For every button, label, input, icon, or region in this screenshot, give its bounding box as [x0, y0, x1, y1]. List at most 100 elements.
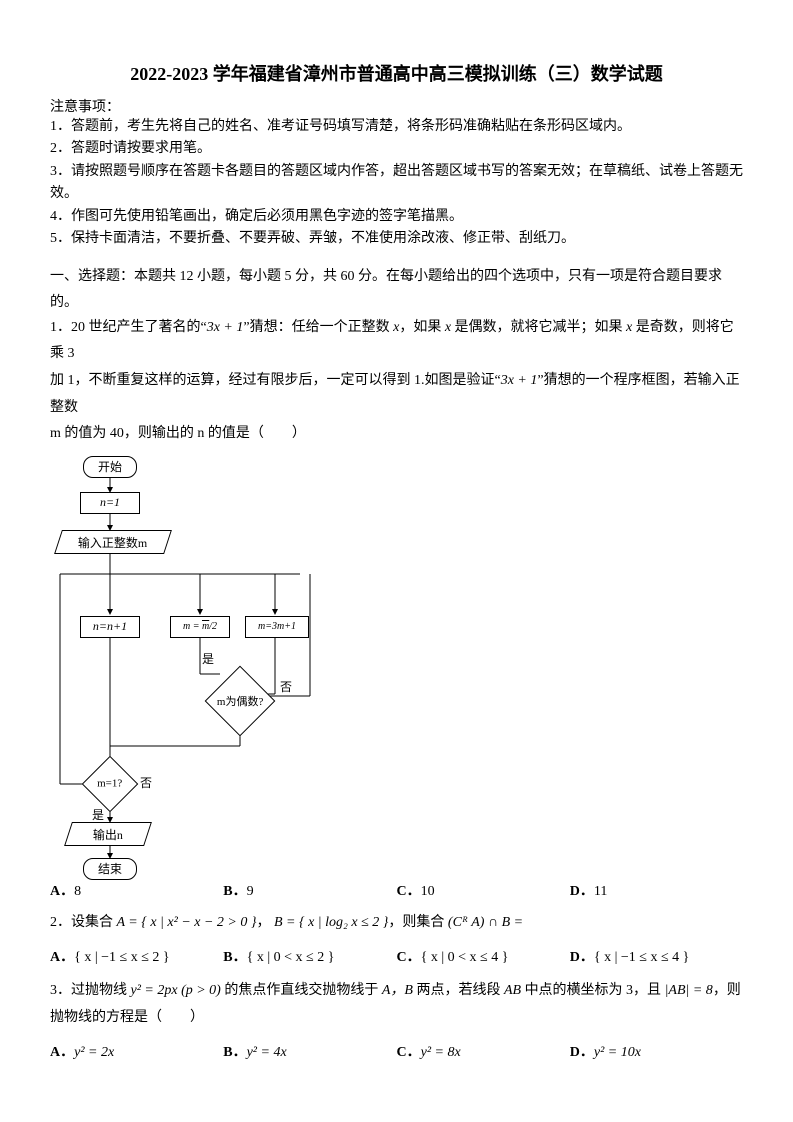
fc-input-label: 输入正整数m — [78, 533, 147, 550]
fc-n1: n=1 — [80, 492, 140, 514]
q2-c-val: { x | 0 < x ≤ 4 } — [421, 950, 509, 965]
opt-label-d: D． — [570, 1045, 594, 1060]
q3-opt-a: A．y² = 2x — [50, 1041, 223, 1061]
fc-input: 输入正整数m — [54, 530, 172, 554]
q1-a-val: 8 — [74, 884, 81, 899]
q3-b-val: y² = 4x — [247, 1045, 287, 1060]
fc-half: m = m/2 — [170, 616, 230, 638]
opt-label-c: C． — [397, 950, 421, 965]
instruction-5: 5．保持卡面清洁，不要折叠、不要弄破、弄皱，不准使用涂改液、修正带、刮纸刀。 — [50, 228, 743, 250]
q2-setB: B = { x | log₂ x ≤ 2 } — [274, 915, 388, 930]
fc-m1-label: m=1? — [97, 778, 122, 790]
fc-even-diamond: m为偶数? — [205, 665, 276, 736]
opt-label-c: C． — [397, 1045, 421, 1060]
opt-label-a: A． — [50, 1045, 74, 1060]
fc-half-label: m = m/2 — [183, 621, 217, 632]
q1-part: ，如果 — [399, 320, 445, 335]
q2-options: A．{ x | −1 ≤ x ≤ 2 } B．{ x | 0 < x ≤ 2 }… — [50, 946, 743, 966]
q3-abs: |AB| = 8 — [665, 983, 713, 998]
q2-d-val: { x | −1 ≤ x ≤ 4 } — [594, 950, 690, 965]
q1-expr: 3x + 1 — [501, 373, 538, 388]
q2-part: ， — [256, 915, 274, 930]
fc-output-label: 输出n — [93, 825, 123, 842]
q3-text-line2: 抛物线的方程是（ ） — [50, 1005, 743, 1032]
q2-opt-d: D．{ x | −1 ≤ x ≤ 4 } — [570, 946, 743, 966]
q3-opt-d: D．y² = 10x — [570, 1041, 743, 1061]
fc-yes-2: 是 — [92, 806, 104, 823]
instruction-2: 2．答题时请按要求用笔。 — [50, 138, 743, 160]
q1-options: A．8 B．9 C．10 D．11 — [50, 880, 743, 900]
q2-b-val: { x | 0 < x ≤ 2 } — [247, 950, 335, 965]
fc-end-label: 结束 — [98, 860, 122, 877]
q2-expr: (Cᴿ A) ∩ B = — [448, 915, 523, 930]
q1-part: 是偶数，就将它减半；如果 — [451, 320, 626, 335]
q3-c-val: y² = 8x — [421, 1045, 461, 1060]
fc-start: 开始 — [83, 456, 137, 478]
q1-opt-b: B．9 — [223, 880, 396, 900]
q1-part: 1．20 世纪产生了著名的“ — [50, 320, 207, 335]
q1-text: 1．20 世纪产生了著名的“3x + 1”猜想：任给一个正整数 x，如果 x 是… — [50, 315, 743, 368]
q1-expr: 3x + 1 — [207, 320, 244, 335]
fc-triple: m=3m+1 — [245, 616, 309, 638]
opt-label-d: D． — [570, 950, 594, 965]
fc-inc: n=n+1 — [80, 616, 140, 638]
section-1-heading: 一、选择题：本题共 12 小题，每小题 5 分，共 60 分。在每小题给出的四个… — [50, 264, 743, 314]
q3-part: 3．过抛物线 — [50, 983, 131, 998]
opt-label-b: B． — [223, 950, 246, 965]
q1-opt-c: C．10 — [397, 880, 570, 900]
q3-opt-b: B．y² = 4x — [223, 1041, 396, 1061]
q2-setA: A = { x | x² − x − 2 > 0 } — [117, 915, 257, 930]
opt-label-a: A． — [50, 884, 74, 899]
q3-part: 的焦点作直线交抛物线于 — [221, 983, 382, 998]
q2-text: 2．设集合 A = { x | x² − x − 2 > 0 }， B = { … — [50, 910, 743, 937]
q1-text-line3: m 的值为 40，则输出的 n 的值是（ ） — [50, 421, 743, 448]
q3-seg: AB — [504, 983, 521, 998]
q1-d-val: 11 — [594, 884, 607, 899]
q3-expr1: y² = 2px (p > 0) — [131, 983, 221, 998]
fc-end: 结束 — [83, 858, 137, 880]
q3-d-val: y² = 10x — [594, 1045, 641, 1060]
fc-triple-label: m=3m+1 — [258, 621, 296, 632]
q2-opt-b: B．{ x | 0 < x ≤ 2 } — [223, 946, 396, 966]
fc-even-label: m为偶数? — [217, 693, 263, 709]
q2-part: 2．设集合 — [50, 915, 117, 930]
exam-page: 2022-2023 学年福建省漳州市普通高中高三模拟训练（三）数学试题 注意事项… — [0, 0, 793, 1122]
q3-options: A．y² = 2x B．y² = 4x C．y² = 8x D．y² = 10x — [50, 1041, 743, 1061]
q3-text: 3．过抛物线 y² = 2px (p > 0) 的焦点作直线交抛物线于 A，B … — [50, 978, 743, 1005]
opt-label-d: D． — [570, 884, 594, 899]
fc-start-label: 开始 — [98, 458, 122, 475]
instruction-1: 1．答题前，考生先将自己的姓名、准考证号码填写清楚，将条形码准确粘贴在条形码区域… — [50, 116, 743, 138]
q2-opt-a: A．{ x | −1 ≤ x ≤ 2 } — [50, 946, 223, 966]
q3-part: ，则 — [713, 983, 741, 998]
instructions-heading: 注意事项： — [50, 96, 743, 116]
q1-opt-a: A．8 — [50, 880, 223, 900]
instruction-3: 3．请按照题号顺序在答题卡各题目的答题区域内作答，超出答题区域书写的答案无效；在… — [50, 161, 743, 206]
opt-label-c: C． — [397, 884, 421, 899]
q2-part: ，则集合 — [388, 915, 448, 930]
q3-AB: A，B — [382, 983, 413, 998]
q1-part: m 的值为 40，则输出的 n 的值是（ ） — [50, 426, 306, 441]
q3-opt-c: C．y² = 8x — [397, 1041, 570, 1061]
q3-part: 两点，若线段 — [413, 983, 504, 998]
instruction-4: 4．作图可先使用铅笔画出，确定后必须用黑色字迹的签字笔描黑。 — [50, 206, 743, 228]
q3-a-val: y² = 2x — [74, 1045, 114, 1060]
opt-label-a: A． — [50, 950, 74, 965]
fc-no-2: 否 — [140, 774, 152, 791]
q1-part: ”猜想：任给一个正整数 — [243, 320, 393, 335]
flowchart: 开始 n=1 输入正整数m n=n+1 m = m/2 m=3m+1 m为偶数?… — [50, 456, 330, 876]
q2-a-val: { x | −1 ≤ x ≤ 2 } — [74, 950, 170, 965]
fc-no-1: 否 — [280, 678, 292, 695]
opt-label-b: B． — [223, 1045, 246, 1060]
opt-label-b: B． — [223, 884, 246, 899]
fc-inc-label: n=n+1 — [93, 619, 127, 634]
q1-opt-d: D．11 — [570, 880, 743, 900]
page-title: 2022-2023 学年福建省漳州市普通高中高三模拟训练（三）数学试题 — [50, 60, 743, 86]
fc-output: 输出n — [64, 822, 152, 846]
fc-m1-diamond: m=1? — [82, 755, 139, 812]
q1-text-line2: 加 1，不断重复这样的运算，经过有限步后，一定可以得到 1.如图是验证“3x +… — [50, 368, 743, 421]
q2-opt-c: C．{ x | 0 < x ≤ 4 } — [397, 946, 570, 966]
q1-b-val: 9 — [247, 884, 254, 899]
q3-part: 中点的横坐标为 3，且 — [521, 983, 665, 998]
fc-n1-label: n=1 — [100, 495, 120, 510]
q1-c-val: 10 — [421, 884, 435, 899]
